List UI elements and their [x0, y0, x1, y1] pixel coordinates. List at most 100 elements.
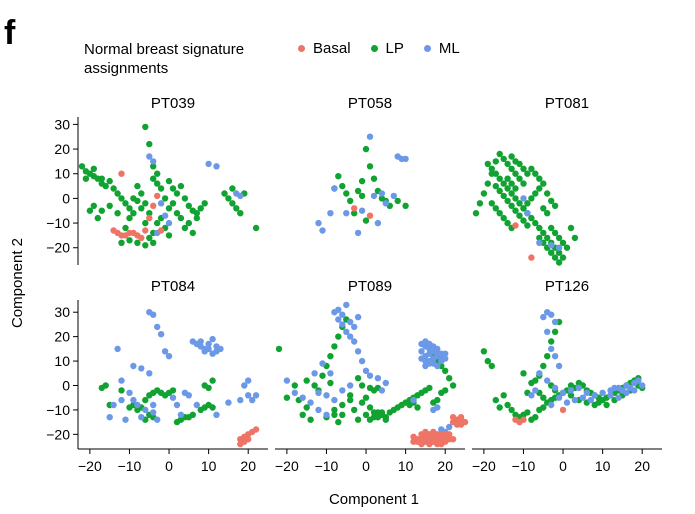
point-lp [382, 416, 389, 423]
point-lp [358, 177, 366, 185]
point-lp [496, 175, 503, 182]
point-ml [374, 375, 382, 382]
point-basal [142, 227, 149, 234]
point-lp [173, 210, 181, 217]
point-lp [426, 384, 433, 392]
point-basal [520, 416, 527, 423]
point-lp [524, 170, 531, 177]
point-lp [500, 155, 507, 163]
point-lp [528, 195, 535, 202]
point-lp [555, 234, 563, 242]
point-ml [532, 387, 539, 394]
point-lp [138, 190, 145, 197]
point-ml [358, 357, 366, 365]
point-lp [528, 214, 535, 222]
point-lp [551, 254, 559, 261]
point-lp [165, 205, 173, 212]
point-lp [303, 377, 310, 384]
y-tick-label: 30 [54, 304, 70, 320]
x-tick-label: 10 [201, 458, 217, 474]
point-lp [563, 244, 571, 251]
point-ml [114, 345, 121, 353]
point-basal [434, 436, 441, 443]
point-lp [146, 210, 153, 217]
legend-label-basal: Basal [313, 40, 351, 57]
y-tick-label: 0 [62, 190, 70, 206]
x-tick-label: −10 [512, 458, 536, 474]
point-lp [362, 394, 370, 401]
point-ml [548, 401, 555, 409]
point-basal [138, 234, 145, 242]
point-ml [197, 338, 204, 345]
point-lp [98, 207, 106, 214]
point-lp [540, 362, 547, 370]
point-lp [540, 229, 547, 237]
point-lp [449, 382, 457, 389]
y-tick-label: −10 [46, 402, 70, 418]
point-ml [146, 370, 153, 377]
point-lp [555, 259, 563, 266]
point-lp [492, 396, 499, 404]
point-lp [571, 234, 579, 242]
point-ml [185, 392, 192, 399]
point-ml [611, 384, 618, 392]
point-lp [118, 195, 125, 202]
point-basal [449, 414, 457, 421]
x-tick-label: 0 [559, 458, 567, 474]
point-ml [331, 396, 338, 404]
legend: Normal breast signature assignments Basa… [84, 40, 460, 78]
point-lp [358, 382, 366, 389]
point-basal [426, 440, 433, 448]
point-lp [504, 197, 511, 205]
point-lp [351, 406, 358, 414]
point-lp [508, 180, 515, 187]
point-lp [142, 123, 149, 131]
point-lp [146, 140, 153, 148]
point-ml [134, 401, 141, 409]
panel-title-pt058: PT058 [348, 95, 392, 112]
y-tick-label: −20 [46, 240, 70, 256]
point-basal [418, 436, 425, 443]
point-lp [94, 214, 102, 222]
point-lp [138, 205, 145, 212]
point-lp [161, 195, 169, 202]
point-ml [315, 219, 322, 227]
point-lp [126, 214, 133, 222]
point-lp [551, 328, 559, 335]
point-lp [126, 237, 133, 244]
point-ml [591, 392, 598, 399]
point-ml [138, 414, 145, 421]
point-lp [484, 160, 491, 168]
point-ml [150, 401, 157, 409]
point-lp [347, 396, 354, 404]
x-tick-label: 20 [437, 458, 453, 474]
point-lp [134, 182, 141, 190]
point-ml [563, 399, 571, 406]
point-lp [559, 254, 567, 261]
point-lp [540, 404, 547, 411]
point-lp [524, 200, 531, 207]
point-lp [567, 392, 575, 399]
point-lp [331, 406, 338, 414]
point-ml [205, 345, 212, 353]
point-ml [434, 353, 441, 360]
point-lp [173, 190, 181, 197]
point-ml [548, 311, 555, 318]
point-ml [323, 392, 330, 399]
point-lp [508, 153, 515, 160]
point-lp [551, 229, 559, 237]
point-ml [366, 133, 374, 140]
point-lp [177, 214, 185, 222]
point-lp [165, 232, 173, 239]
point-basal [154, 192, 161, 200]
point-ml [150, 311, 157, 318]
point-lp [307, 416, 314, 423]
point-lp [150, 175, 157, 182]
y-tick-label: 10 [54, 166, 70, 182]
point-lp [181, 224, 189, 232]
legend-item-lp: LP [370, 40, 404, 57]
point-ml [520, 195, 527, 202]
point-ml [536, 370, 543, 377]
point-ml [311, 370, 318, 377]
point-ml [142, 406, 149, 414]
